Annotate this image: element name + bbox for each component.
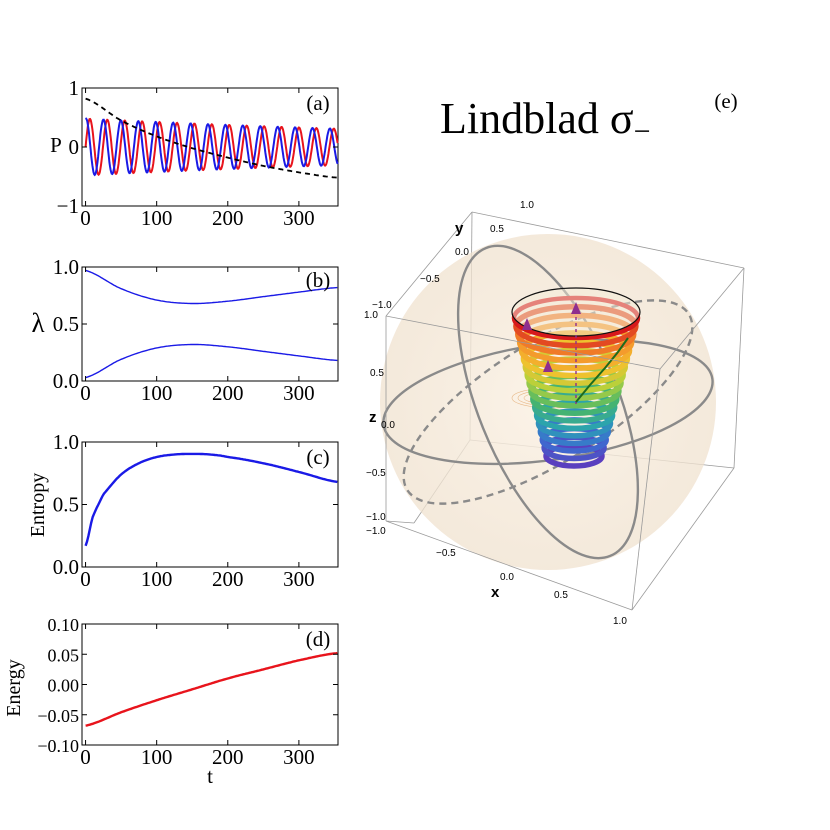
y-tick-label: −0.10 — [37, 736, 79, 756]
axis-names: y z x — [369, 220, 500, 601]
x-tick-label: 200 — [212, 567, 244, 591]
panel-e-title-subscript: − — [634, 115, 651, 148]
y-tick-label: 1.0 — [53, 255, 79, 279]
series-line-1 — [85, 651, 338, 727]
x-tick-label: 300 — [283, 567, 315, 591]
panel-c-ylabel: Entropy — [27, 473, 49, 537]
vector-arrowhead — [543, 360, 553, 372]
panel-e-bloch-sphere: Lindblad σ− (e) — [364, 89, 745, 627]
panel-a-chart: 0 100 200 300−101 (a) P — [50, 76, 339, 230]
z-axis-label: z — [369, 409, 377, 426]
panel-e-label: (e) — [714, 89, 737, 113]
y-tick: 0.5 — [490, 224, 504, 235]
state-vectors — [522, 302, 629, 404]
x-tick: −0.5 — [436, 548, 456, 559]
x-tick: 1.0 — [613, 616, 627, 627]
panel-a-ylabel: P — [50, 133, 62, 157]
y-axis-label: y — [455, 220, 464, 237]
trajectory-line — [575, 337, 629, 403]
x-tick-label: 100 — [141, 206, 173, 230]
panel-c-frame — [81, 441, 339, 568]
x-tick-label: 100 — [141, 567, 173, 591]
x-tick-label: 200 — [212, 745, 244, 769]
panel-b-series — [85, 269, 338, 379]
x-tick-label: 100 — [141, 381, 173, 405]
z-tick: 0.0 — [381, 420, 395, 431]
panel-a-ticks: 0 100 200 300−101 — [57, 76, 338, 230]
y-tick-label: 0.0 — [53, 555, 79, 579]
y-tick: 1.0 — [520, 200, 534, 211]
panel-b-ylabel: λ — [31, 308, 44, 338]
panel-d-xlabel: t — [207, 764, 213, 788]
vector-arrowhead — [522, 318, 532, 330]
y-tick: 0.0 — [455, 247, 469, 258]
x-tick: 0.0 — [500, 572, 514, 583]
series-line-2 — [85, 343, 338, 379]
panel-e-title: Lindblad σ− — [440, 94, 651, 148]
panel-d-chart: 0 100 200 300 −0.10 −0.05 0.00 0.05 0.10 (d) Ene… — [3, 615, 339, 788]
vector-arrowhead — [571, 302, 581, 314]
y-tick-label: 0 — [69, 135, 80, 159]
series-line-red — [84, 117, 339, 177]
z-tick: −1.0 — [366, 512, 386, 523]
series-line-1 — [85, 269, 338, 305]
panel-c-ticks: 0 100 200 300 0.0 0.5 1.0 — [53, 430, 338, 591]
y-tick-label: −0.05 — [37, 706, 79, 726]
y-tick-label: −1 — [57, 194, 79, 218]
panel-b-label: (b) — [306, 268, 331, 292]
x-tick-label: 300 — [283, 381, 315, 405]
x-tick-label: 0 — [80, 567, 91, 591]
x-tick-label: 200 — [212, 381, 244, 405]
z-tick: 0.5 — [370, 368, 384, 379]
y-tick-label: 0.00 — [48, 676, 80, 696]
panel-c-series — [84, 452, 338, 547]
box-front-edges — [385, 267, 745, 611]
series-line-1 — [84, 452, 338, 547]
panel-b-chart: 0 100 200 300 0.0 0.5 1.0 (b) λ — [31, 255, 339, 405]
y-tick-label: 1 — [69, 76, 80, 100]
panel-d-label: (d) — [306, 627, 331, 651]
z-tick: 1.0 — [364, 310, 378, 321]
panel-a-series — [84, 97, 339, 179]
panel-a-label: (a) — [306, 91, 329, 115]
x-tick: 0.5 — [554, 590, 568, 601]
x-axis-label: x — [491, 584, 500, 601]
axis-ticks: 1.0 0.5 0.0 −0.5 −1.0 1.0 0.5 0.0 −0.5 −… — [364, 200, 627, 627]
x-tick-label: 100 — [141, 745, 173, 769]
x-tick-label: 300 — [283, 745, 315, 769]
panel-c-label: (c) — [306, 445, 329, 469]
y-tick-label: 1.0 — [53, 430, 79, 454]
panel-b-ticks: 0 100 200 300 0.0 0.5 1.0 — [53, 255, 338, 405]
y-tick-label: 0.5 — [53, 312, 79, 336]
x-tick-label: 0 — [80, 745, 91, 769]
y-tick-label: 0.0 — [53, 369, 79, 393]
panel-b-frame — [81, 266, 339, 382]
panel-e-title-main: Lindblad σ — [440, 94, 634, 143]
y-tick-label: 0.5 — [53, 493, 79, 517]
x-tick-label: 300 — [283, 206, 315, 230]
y-tick-label: 0.05 — [48, 645, 80, 665]
panel-d-ylabel: Energy — [3, 659, 25, 716]
panel-c-chart: 0 100 200 300 0.0 0.5 1.0 (c) Entropy — [27, 430, 339, 591]
spiral-ring — [533, 399, 616, 432]
y-tick: −0.5 — [420, 274, 440, 285]
y-tick-label: 0.10 — [48, 615, 80, 635]
x-tick: −1.0 — [366, 526, 386, 537]
panel-d-ticks: 0 100 200 300 −0.10 −0.05 0.00 0.05 0.10 — [37, 615, 338, 769]
x-tick-label: 200 — [212, 206, 244, 230]
series-envelope-dashed — [85, 97, 338, 179]
z-tick: −0.5 — [366, 468, 386, 479]
x-tick-label: 0 — [80, 206, 91, 230]
x-tick-label: 0 — [80, 381, 91, 405]
y-tick: −1.0 — [372, 300, 392, 311]
series-line-blue — [84, 117, 339, 177]
panel-d-series — [85, 651, 338, 727]
